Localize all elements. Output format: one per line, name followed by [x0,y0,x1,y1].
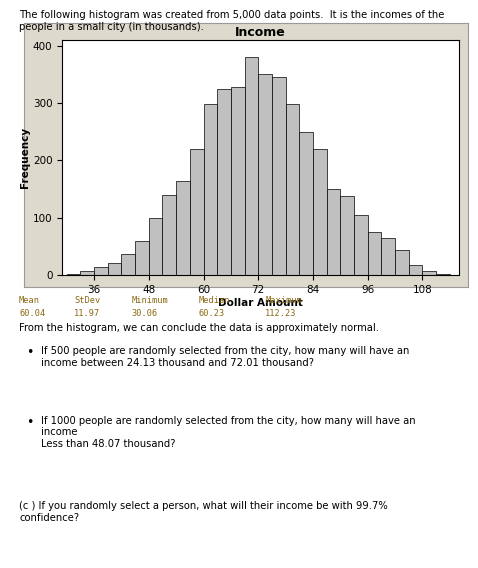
Bar [409,265,423,275]
Bar [108,263,121,275]
Bar [190,149,204,275]
Text: If 1000 people are randomly selected from the city, how many will have an
income: If 1000 people are randomly selected fro… [41,416,415,449]
Text: 60.23: 60.23 [198,309,225,318]
Bar [381,238,395,275]
Bar [231,87,245,275]
Bar [121,254,135,275]
Text: StDev: StDev [74,296,100,306]
Text: Median: Median [198,296,230,306]
Bar [354,215,368,275]
Bar [135,241,149,275]
Bar [326,189,340,275]
Bar [163,195,176,275]
Y-axis label: Frequency: Frequency [20,127,30,188]
Bar [423,271,436,275]
Bar [368,232,381,275]
Text: 11.97: 11.97 [74,309,100,318]
Bar [258,74,272,275]
Bar [272,77,285,275]
Bar [80,271,94,275]
Text: •: • [26,346,33,360]
Bar [436,274,450,275]
Bar [299,132,313,275]
Bar [285,104,299,275]
Bar [245,57,258,275]
Text: 30.06: 30.06 [131,309,158,318]
Bar [204,104,217,275]
Text: From the histogram, we can conclude the data is approximately normal.: From the histogram, we can conclude the … [19,323,379,333]
Text: Minimum: Minimum [131,296,168,306]
Bar [176,181,190,275]
X-axis label: Dollar Amount: Dollar Amount [218,298,303,308]
Text: Maximum: Maximum [265,296,302,306]
Text: 60.04: 60.04 [19,309,45,318]
Text: Mean: Mean [19,296,40,306]
Text: 112.23: 112.23 [265,309,297,318]
Bar [313,149,326,275]
Text: If 500 people are randomly selected from the city, how many will have an
income : If 500 people are randomly selected from… [41,346,409,368]
Bar [340,196,354,275]
Bar [217,89,231,275]
Text: The following histogram was created from 5,000 data points.  It is the incomes o: The following histogram was created from… [19,10,445,32]
Bar [149,218,163,275]
Bar [94,267,108,275]
Bar [67,274,80,275]
Title: Income: Income [235,26,286,39]
Bar [395,249,409,275]
Text: (c ) If you randomly select a person, what will their income be with 99.7%
confi: (c ) If you randomly select a person, wh… [19,501,388,523]
Text: •: • [26,416,33,429]
